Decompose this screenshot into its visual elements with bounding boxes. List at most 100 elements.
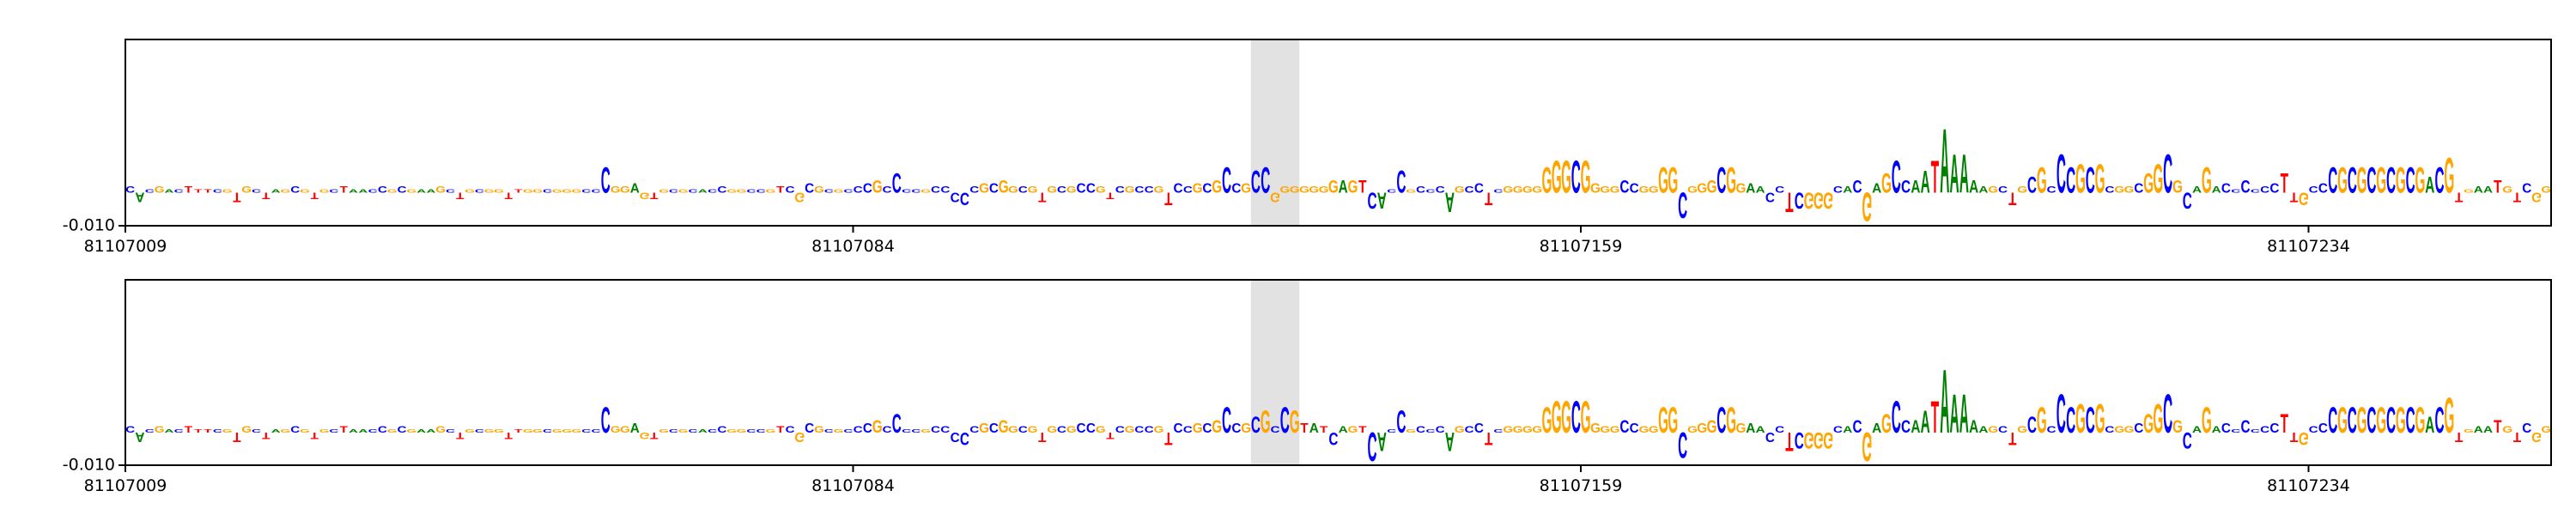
logo-letter: G [2502,424,2512,434]
logo-letter: C [1202,421,1212,436]
logo-letter: G [1319,185,1329,195]
logo-letter: T [505,430,513,440]
logo-letter: G [1347,176,1358,197]
logo-letter: T [776,424,784,434]
logo-letter: A [2192,424,2202,434]
logo-letter: C [746,189,756,194]
logo-letter: C [2309,424,2319,434]
logo-letter: C [213,429,222,434]
logo-letter: G [484,189,495,194]
logo-letter: G [1687,185,1698,195]
logo-letter: G [1862,423,1872,470]
logo-letter: C [1057,185,1067,195]
logo-letter: C [601,399,611,440]
logo-letter: C [398,185,408,195]
logo-letter: C [581,429,591,434]
logo-letter: C [2066,160,2075,201]
logo-letter: C [2047,424,2057,434]
logo-letter: G [1455,185,1465,195]
logo-letter: A [358,189,368,194]
logo-letter: G [2444,148,2454,205]
logo-letter: G [1212,176,1222,197]
logo-letter: G [2531,190,2542,204]
logo-letter: C [989,421,999,436]
logo-letter: G [2075,396,2086,442]
logo-letter: G [999,176,1009,197]
logo-letter: C [252,189,261,194]
logo-letter: G [2123,424,2134,434]
logo-letter: C [1261,160,1270,201]
logo-letter: G [2376,399,2386,440]
logo-letter: G [1299,185,1309,195]
logo-letter: T [456,430,464,440]
logo-letter: G [1881,169,1892,200]
logo-letter: C [1716,160,1726,201]
logo-letter: C [475,189,484,194]
logo-letter: G [300,429,310,434]
logo-letter: G [532,189,543,194]
logo-letter: G [1726,160,1736,201]
logo-letter: A [698,189,708,194]
logo-letter: T [1164,428,1173,449]
logo-letter: G [1638,424,1649,434]
logo-letter: C [902,429,911,434]
logo-letter: T [2290,190,2299,204]
logo-letter: C [960,189,969,209]
logo-letter: T [776,185,784,195]
logo-letter: G [2037,399,2047,440]
logo-letter: G [1862,184,1872,230]
logo-letter: G [1328,176,1339,197]
logo-letter: C [1145,185,1155,195]
logo-letter: C [883,424,893,434]
logo-letter: C [1251,165,1261,201]
logo-letter: A [1339,176,1348,197]
logo-letter: G [1406,189,1416,194]
logo-letter: G [611,185,621,195]
logo-letter: C [368,189,378,194]
logo-letter: C [669,429,678,434]
logo-letter: T [340,185,348,195]
logo-letter: C [669,189,678,194]
logo-letter: G [659,189,669,194]
logo-letter: G [920,429,931,434]
logo-letter: C [911,429,920,434]
logo-letter: C [145,189,155,194]
logo-letter: G [1552,393,1562,443]
logo-letter: C [2134,181,2143,196]
logo-letter: C [1086,421,1096,436]
logo-letter: T [650,430,658,440]
logo-letter: A [1445,186,1455,217]
logo-letter: C [1134,185,1145,195]
logo-letter: A [1309,421,1319,436]
logo-letter: G [1668,399,1678,440]
logo-letter: G [300,189,310,194]
logo-letter: G [611,424,621,434]
logo-letter: A [1959,383,1969,444]
logo-letter: C [911,189,920,194]
logo-letter: C [2260,185,2270,195]
logo-letter: A [1940,111,1949,213]
logo-letter: C [746,429,756,434]
logo-letter: C [1795,187,1804,214]
logo-letter: C [2406,399,2415,440]
logo-letter: A [271,429,281,434]
logo-letter: G [794,190,805,204]
logo-letter: G [794,429,805,444]
logo-letter: T [2455,429,2464,444]
logo-letter: G [465,429,475,434]
logo-letter: C [824,189,834,194]
logo-letter: G [640,430,650,440]
logo-letter: G [1406,429,1416,434]
logo-letter: G [1028,185,1038,195]
logo-letter: G [435,424,446,434]
logo-letter: C [1619,176,1629,197]
logo-letter: C [2366,399,2376,440]
logo-letter: G [1241,181,1251,196]
logo-letter: G [562,429,572,434]
logo-letter: A [1959,143,1969,205]
logo-letter: G [726,429,737,434]
logo-letter: G [1290,404,1300,440]
logo-letter: C [1678,185,1687,226]
logo-letter: C [1396,165,1406,201]
